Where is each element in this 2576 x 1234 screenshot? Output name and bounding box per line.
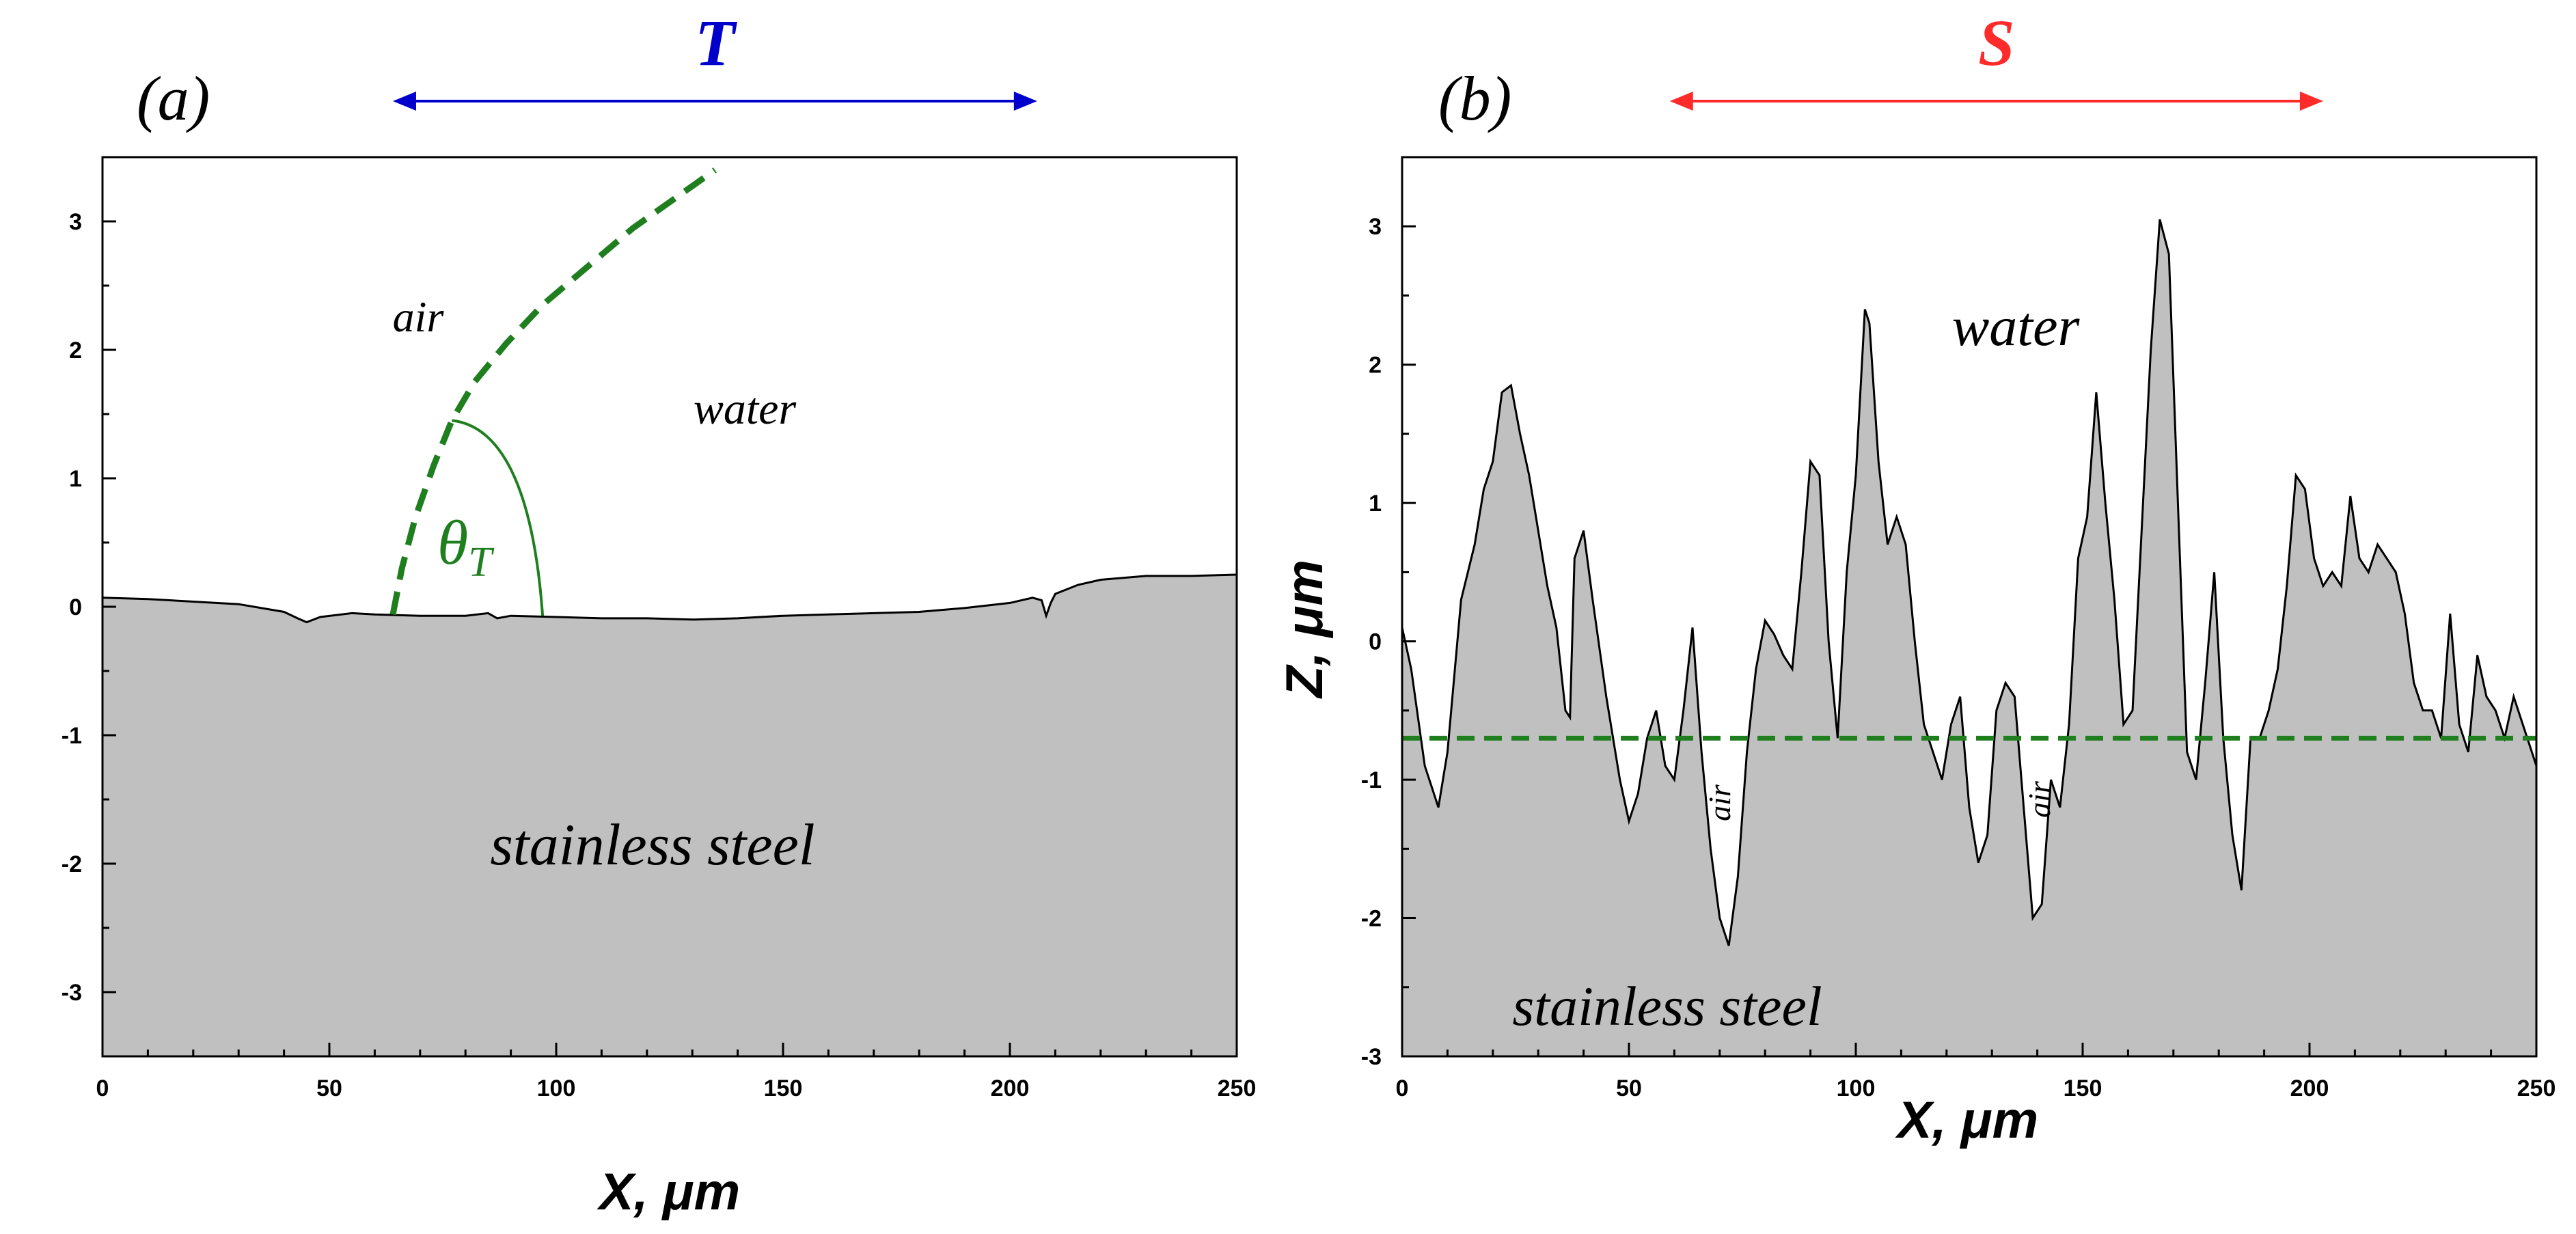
x-tick-label: 100	[1837, 1075, 1876, 1101]
y-axis-title-b: Z, μm	[1276, 560, 1334, 699]
steel-fill-b	[1402, 219, 2536, 1056]
panel-label-a: (a)	[137, 64, 210, 133]
y-tick-label: 3	[69, 209, 82, 235]
x-tick-label: 150	[2064, 1075, 2102, 1101]
water-label-b: water	[1952, 295, 2081, 357]
y-tick-label: 0	[1369, 629, 1382, 655]
y-tick-label: -1	[1361, 767, 1382, 793]
contact-angle-arc	[452, 419, 545, 616]
x-ticks-b: 0 50 100 150 200 250	[1396, 1043, 2556, 1101]
air-label-a: air	[393, 292, 445, 341]
y-tick-label: -3	[1361, 1044, 1382, 1070]
x-tick-label: 0	[1396, 1075, 1409, 1101]
panel-label-b: (b)	[1438, 64, 1511, 133]
span-arrowhead-right-t	[1013, 92, 1037, 111]
x-tick-label: 250	[2517, 1075, 2556, 1101]
x-axis-title-b: X, μm	[1895, 1091, 2038, 1149]
x-tick-label: 200	[991, 1075, 1030, 1101]
air-label-b2: air	[2022, 780, 2057, 818]
surface-profile-line-b	[1402, 219, 2536, 946]
x-axis-title-a: X, μm	[597, 1163, 740, 1221]
span-label-s: S	[1978, 6, 2014, 79]
solid-label-a: stainless steel	[490, 812, 814, 877]
y-tick-label: 1	[1369, 491, 1382, 517]
theta-symbol: θ	[437, 508, 468, 577]
panel-b: 0 50 100 150 200 250 -3 -2 -1 0 1 2 3 (b) X, μm Z, …	[1276, 6, 2556, 1149]
y-ticks-a: -3 -2 -1 0 1 2 3	[61, 156, 116, 1058]
x-tick-label: 150	[764, 1075, 803, 1101]
air-label-b1: air	[1702, 784, 1737, 821]
contact-angle-label: θT	[437, 508, 495, 586]
y-tick-label: -2	[1361, 906, 1382, 932]
x-tick-label: 50	[1616, 1075, 1642, 1101]
panel-a: 0 50 100 150 200 250 -3 -2 -1 0 1 2 3 (a) X, μm air…	[61, 6, 1257, 1221]
solid-label-b: stainless steel	[1512, 975, 1822, 1037]
x-tick-label: 100	[537, 1075, 576, 1101]
y-tick-label: 0	[69, 594, 82, 620]
x-tick-label: 250	[1218, 1075, 1257, 1101]
x-ticks-a: 0 50 100 150 200 250	[96, 1043, 1257, 1101]
y-tick-label: 3	[1369, 214, 1382, 240]
x-tick-label: 200	[2290, 1075, 2329, 1101]
x-tick-label: 0	[96, 1075, 109, 1101]
steel-fill-a	[102, 575, 1237, 1056]
span-arrow-t: T	[392, 6, 1037, 111]
droplet-interface-line	[389, 167, 717, 616]
surface-profile-line-a	[102, 573, 1237, 624]
span-arrowhead-left-s	[1669, 92, 1693, 111]
span-label-t: T	[695, 6, 737, 79]
x-tick-label: 50	[316, 1075, 342, 1101]
y-tick-label: -3	[61, 980, 82, 1006]
y-ticks-b: -3 -2 -1 0 1 2 3	[1361, 156, 1416, 1070]
y-tick-label: 1	[69, 466, 82, 492]
span-arrowhead-left-t	[392, 92, 416, 111]
y-tick-label: 2	[69, 338, 82, 364]
span-arrowhead-right-s	[2299, 92, 2323, 111]
y-tick-label: 2	[1369, 353, 1382, 379]
water-label-a: water	[694, 384, 797, 434]
plot-frame-b	[1401, 156, 2538, 1058]
y-tick-label: -1	[61, 723, 82, 749]
y-tick-label: -2	[61, 851, 82, 877]
span-arrow-s: S	[1669, 6, 2323, 111]
theta-subscript: T	[468, 539, 495, 586]
